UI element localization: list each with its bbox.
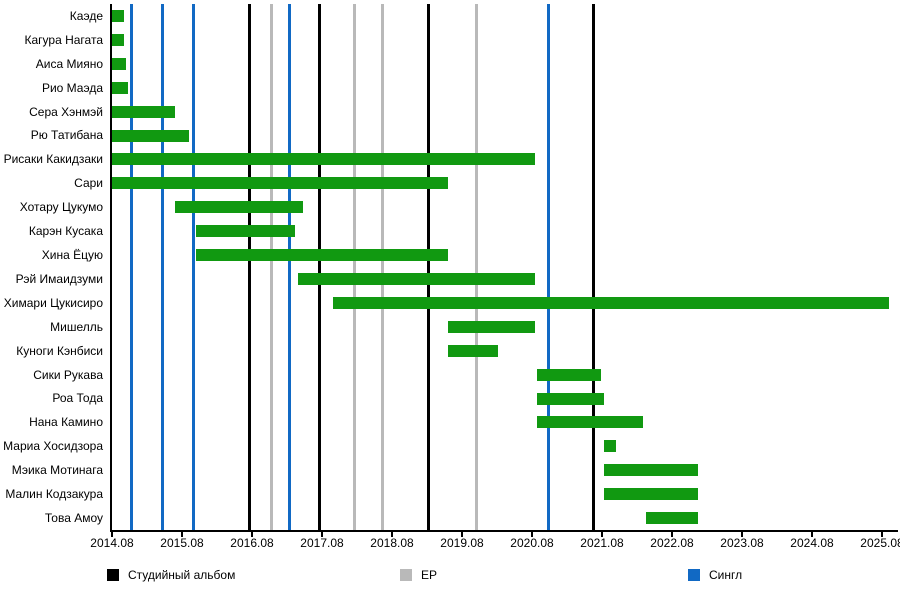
ep-release-line (270, 4, 274, 530)
x-axis-tick-label: 2024.08 (790, 536, 834, 550)
x-axis-tick (321, 532, 323, 537)
x-axis-tick-label: 2021.08 (580, 536, 624, 550)
legend-label: Студийный альбом (128, 568, 236, 582)
member-label: Рисаки Какидзаки (3, 152, 103, 167)
x-axis-tick-label: 2014.08 (90, 536, 134, 550)
member-label: Химари Цукисиро (3, 295, 103, 310)
tenure-bar (537, 368, 601, 381)
tenure-bar (333, 296, 889, 309)
x-axis-tick-label: 2020.08 (510, 536, 554, 550)
tenure-bar (112, 153, 535, 166)
tenure-bar (448, 320, 535, 333)
album-swatch-icon (107, 569, 119, 581)
legend: Студийный альбом EP Сингл (0, 568, 900, 588)
tenure-bar (196, 249, 448, 262)
album-release-line (591, 4, 595, 530)
tenure-bar (112, 57, 126, 70)
tenure-bar (603, 440, 616, 453)
legend-item-single: Сингл (688, 568, 742, 582)
album-release-line (426, 4, 430, 530)
x-axis-tick-label: 2019.08 (440, 536, 484, 550)
member-label: Кагура Нагата (24, 32, 104, 47)
member-label: Сари (74, 176, 103, 191)
ep-swatch-icon (400, 569, 412, 581)
single-release-line (191, 4, 195, 530)
tenure-bar (112, 9, 125, 22)
time-axis-labels: 2014.08 2015.08 2016.08 2017.08 2018.08 2019.… (0, 536, 900, 552)
x-axis-tick-label: 2017.08 (300, 536, 344, 550)
tenure-bar (112, 177, 448, 190)
x-axis-tick-label: 2016.08 (230, 536, 274, 550)
tenure-bar (645, 512, 699, 525)
x-axis-tick-label: 2023.08 (720, 536, 764, 550)
album-release-line (317, 4, 321, 530)
ep-release-line (352, 4, 356, 530)
member-label: Сики Рукава (33, 367, 103, 382)
legend-item-ep: EP (400, 568, 437, 582)
ep-release-line (380, 4, 384, 530)
x-axis-tick-label: 2015.08 (160, 536, 204, 550)
x-axis-tick (531, 532, 533, 537)
x-axis-tick-label: 2022.08 (650, 536, 694, 550)
tenure-bar (112, 129, 189, 142)
tenure-bar (196, 225, 296, 238)
x-axis-tick-label: 2025.08 (860, 536, 900, 550)
tenure-bar (175, 201, 303, 214)
x-axis-tick (601, 532, 603, 537)
member-label: Нана Камино (29, 415, 103, 430)
legend-label: Сингл (709, 568, 743, 582)
legend-label: EP (421, 568, 438, 582)
member-label: Аиса Мияно (35, 56, 103, 71)
x-axis-tick (461, 532, 463, 537)
member-label: Мариа Хосидзора (3, 439, 103, 454)
member-label: Мишелль (50, 319, 103, 334)
member-label: Каэде (69, 8, 103, 23)
member-label: Хина Ёцую (41, 248, 103, 263)
member-name-axis: Каэде Кагура Нагата Аиса Мияно Рио Маэда Сер… (0, 4, 107, 530)
member-label: Сера Хэнмэй (29, 104, 103, 119)
x-axis-tick (741, 532, 743, 537)
ep-release-line (474, 4, 478, 530)
member-label: Малин Кодзакура (5, 487, 103, 502)
member-label: Рэй Имаидзуми (15, 271, 103, 286)
single-release-line (547, 4, 551, 530)
single-release-line (161, 4, 165, 530)
tenure-bar (537, 392, 604, 405)
x-axis-tick (811, 532, 813, 537)
tenure-bar (112, 33, 125, 46)
x-axis-tick (391, 532, 393, 537)
single-release-line (288, 4, 292, 530)
member-label: Мэика Мотинага (11, 463, 103, 478)
legend-item-album: Студийный альбом (107, 568, 235, 582)
member-label: Рио Маэда (41, 80, 103, 95)
tenure-bar (112, 105, 175, 118)
x-axis-tick (251, 532, 253, 537)
plot-area (110, 4, 898, 537)
member-label: Хотару Цукумо (19, 200, 103, 215)
tenure-bar (537, 416, 643, 429)
album-release-line (247, 4, 251, 530)
single-release-line (130, 4, 134, 530)
x-axis-tick (881, 532, 883, 537)
x-axis-tick (111, 532, 113, 537)
tenure-bar (298, 272, 535, 285)
tenure-bar (603, 464, 699, 477)
member-label: Рю Татибана (30, 128, 103, 143)
tenure-bar (112, 81, 128, 94)
single-swatch-icon (688, 569, 700, 581)
x-axis-tick-label: 2018.08 (370, 536, 414, 550)
member-label: Карэн Кусака (28, 224, 103, 239)
tenure-bar (448, 344, 499, 357)
member-label: Куноги Кэнбиси (16, 343, 103, 358)
member-label: Това Амоу (44, 511, 103, 526)
x-axis-tick (181, 532, 183, 537)
tenure-bar (603, 488, 699, 501)
x-axis-tick (671, 532, 673, 537)
member-label: Роа Тода (52, 391, 103, 406)
